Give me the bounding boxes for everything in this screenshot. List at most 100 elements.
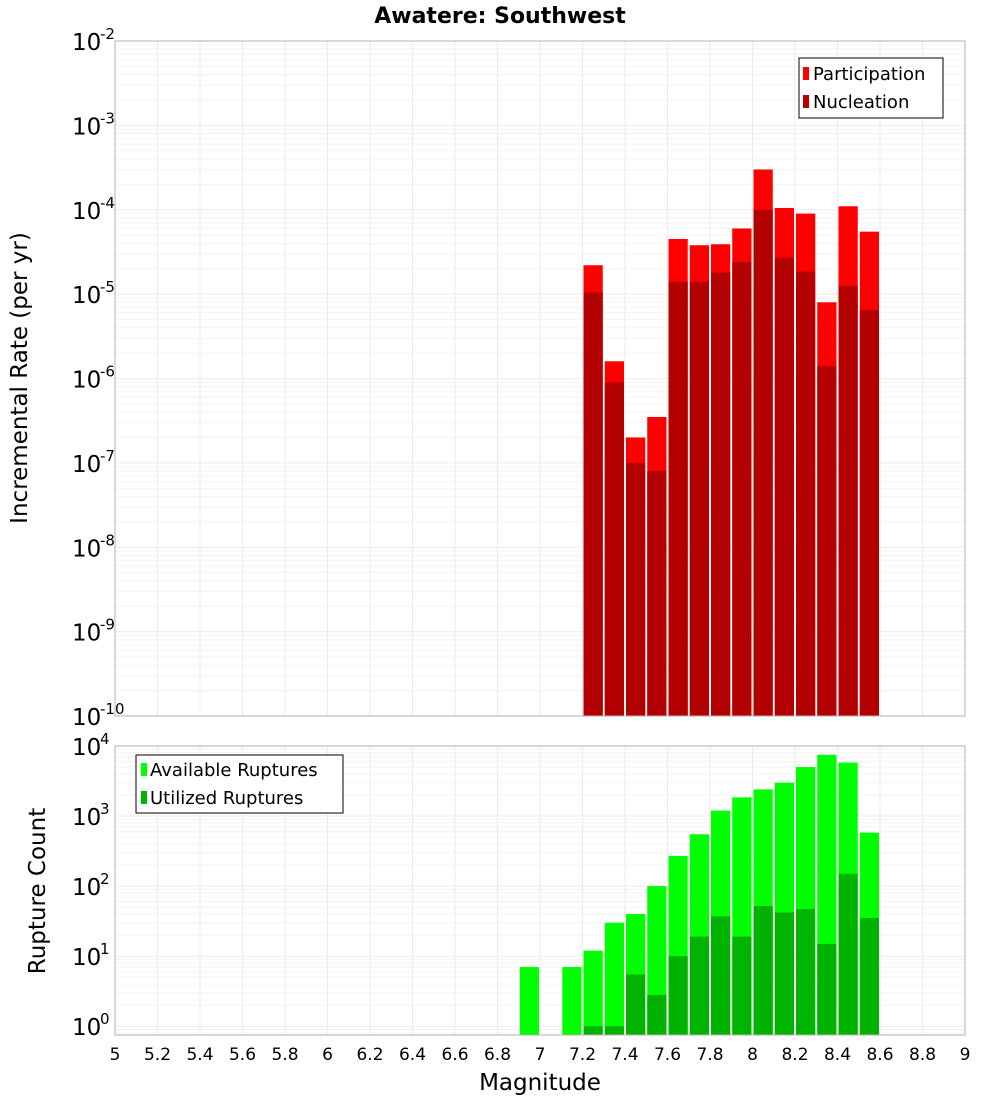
bar-available-ruptures [562, 967, 582, 1035]
top-y-tick-label: 10 [72, 621, 101, 647]
top-y-tick-label: 10 [72, 705, 101, 731]
bottom-bars [519, 754, 879, 1035]
bottom-y-tick-label: 10 [72, 875, 101, 901]
top-y-tick-exponent: -6 [100, 363, 115, 381]
x-tick-label: 8 [747, 1045, 758, 1065]
x-tick-label: 7.2 [569, 1045, 596, 1065]
x-tick-label: 6 [322, 1045, 333, 1065]
bottom-y-tick-exponent: 4 [100, 730, 110, 748]
bar-nucleation [774, 257, 794, 716]
bar-nucleation [668, 281, 688, 716]
x-tick-label: 5.2 [144, 1045, 171, 1065]
bottom-y-tick-label: 10 [72, 735, 101, 761]
x-tick-label: 5.6 [229, 1045, 256, 1065]
x-tick-label: 9 [960, 1045, 971, 1065]
bar-utilized-ruptures [626, 974, 646, 1035]
chart-title: Awatere: Southwest [374, 4, 626, 29]
x-tick-label: 8.6 [866, 1045, 893, 1065]
bar-available-ruptures [604, 922, 624, 1035]
legend-swatch-nucleation [803, 95, 809, 108]
bottom-y-tick-label: 10 [72, 1015, 101, 1041]
bar-utilized-ruptures [604, 1026, 624, 1035]
bar-utilized-ruptures [817, 943, 837, 1035]
bottom-y-axis-label: Rupture Count [25, 808, 51, 974]
top-y-tick-label: 10 [72, 452, 101, 478]
legend-swatch-participation [803, 67, 809, 80]
top-y-tick-label: 10 [72, 199, 101, 225]
x-tick-label: 6.6 [441, 1045, 468, 1065]
top-legend: Participation Nucleation [798, 57, 944, 119]
bottom-x-ticks: 5 5.2 5.4 5.6 5.8 6 6.2 6.4 6.6 6.8 7 7.2 7.4 7.6 7.8 8… [110, 1045, 971, 1065]
top-y-tick-exponent: -3 [100, 109, 115, 127]
bar-nucleation [838, 285, 858, 716]
bottom-y-tick-exponent: 0 [100, 1010, 110, 1028]
top-y-tick-exponent: -10 [100, 700, 125, 718]
top-y-tick-label: 10 [72, 368, 101, 394]
top-legend-box [798, 57, 944, 119]
legend-swatch-utilized [141, 791, 147, 804]
bar-nucleation [689, 281, 709, 716]
x-tick-label: 7.4 [611, 1045, 638, 1065]
bar-nucleation [647, 471, 667, 716]
bottom-y-tick-label: 10 [72, 805, 101, 831]
top-plot-frame [114, 40, 966, 717]
bar-available-ruptures [519, 967, 539, 1035]
top-bars [583, 169, 879, 717]
bar-nucleation [732, 262, 752, 716]
bar-nucleation [583, 292, 603, 716]
x-tick-label: 8.4 [824, 1045, 851, 1065]
legend-label-available: Available Ruptures [150, 760, 318, 781]
top-y-tick-label: 10 [72, 283, 101, 309]
x-tick-label: 6.2 [356, 1045, 383, 1065]
top-y-tick-exponent: -8 [100, 531, 115, 549]
bottom-legend-box [135, 754, 344, 814]
bar-nucleation [859, 309, 879, 716]
top-gridlines [114, 40, 966, 717]
bar-nucleation [796, 271, 816, 716]
bar-utilized-ruptures [711, 916, 731, 1035]
x-tick-label: 5.8 [271, 1045, 298, 1065]
bar-utilized-ruptures [647, 994, 667, 1035]
bottom-y-tick-label: 10 [72, 945, 101, 971]
bar-utilized-ruptures [583, 1026, 603, 1035]
top-y-axis-label: Incremental Rate (per yr) [7, 232, 33, 524]
bar-nucleation [753, 209, 773, 716]
x-tick-label: 6.4 [399, 1045, 426, 1065]
top-y-tick-exponent: -7 [100, 447, 115, 465]
x-tick-label: 5 [110, 1045, 121, 1065]
bottom-y-tick-exponent: 1 [100, 940, 110, 958]
bar-utilized-ruptures [732, 936, 752, 1035]
x-tick-label: 8.8 [909, 1045, 936, 1065]
top-y-tick-exponent: -4 [100, 194, 115, 212]
bar-nucleation [604, 382, 624, 716]
bottom-y-tick-exponent: 2 [100, 870, 110, 888]
bar-nucleation [626, 462, 646, 716]
legend-label-utilized: Utilized Ruptures [150, 788, 303, 809]
x-tick-label: 5.4 [186, 1045, 213, 1065]
bar-utilized-ruptures [838, 873, 858, 1035]
legend-label-participation: Participation [813, 64, 925, 85]
bar-nucleation [711, 272, 731, 716]
bottom-legend: Available Ruptures Utilized Ruptures [135, 754, 344, 814]
bottom-y-tick-exponent: 3 [100, 800, 110, 818]
x-axis-label: Magnitude [479, 1070, 601, 1096]
top-y-tick-exponent: -9 [100, 616, 115, 634]
bar-utilized-ruptures [668, 956, 688, 1035]
legend-label-nucleation: Nucleation [813, 92, 909, 113]
x-tick-label: 7.6 [654, 1045, 681, 1065]
bar-nucleation [817, 366, 837, 716]
bar-utilized-ruptures [796, 909, 816, 1035]
bar-available-ruptures [583, 950, 603, 1035]
top-y-tick-exponent: -2 [100, 25, 115, 43]
x-tick-label: 8.2 [781, 1045, 808, 1065]
x-tick-label: 6.8 [484, 1045, 511, 1065]
bar-utilized-ruptures [689, 936, 709, 1035]
top-y-tick-label: 10 [72, 30, 101, 56]
legend-swatch-available [141, 763, 147, 776]
bottom-plot-frame [114, 745, 966, 1036]
